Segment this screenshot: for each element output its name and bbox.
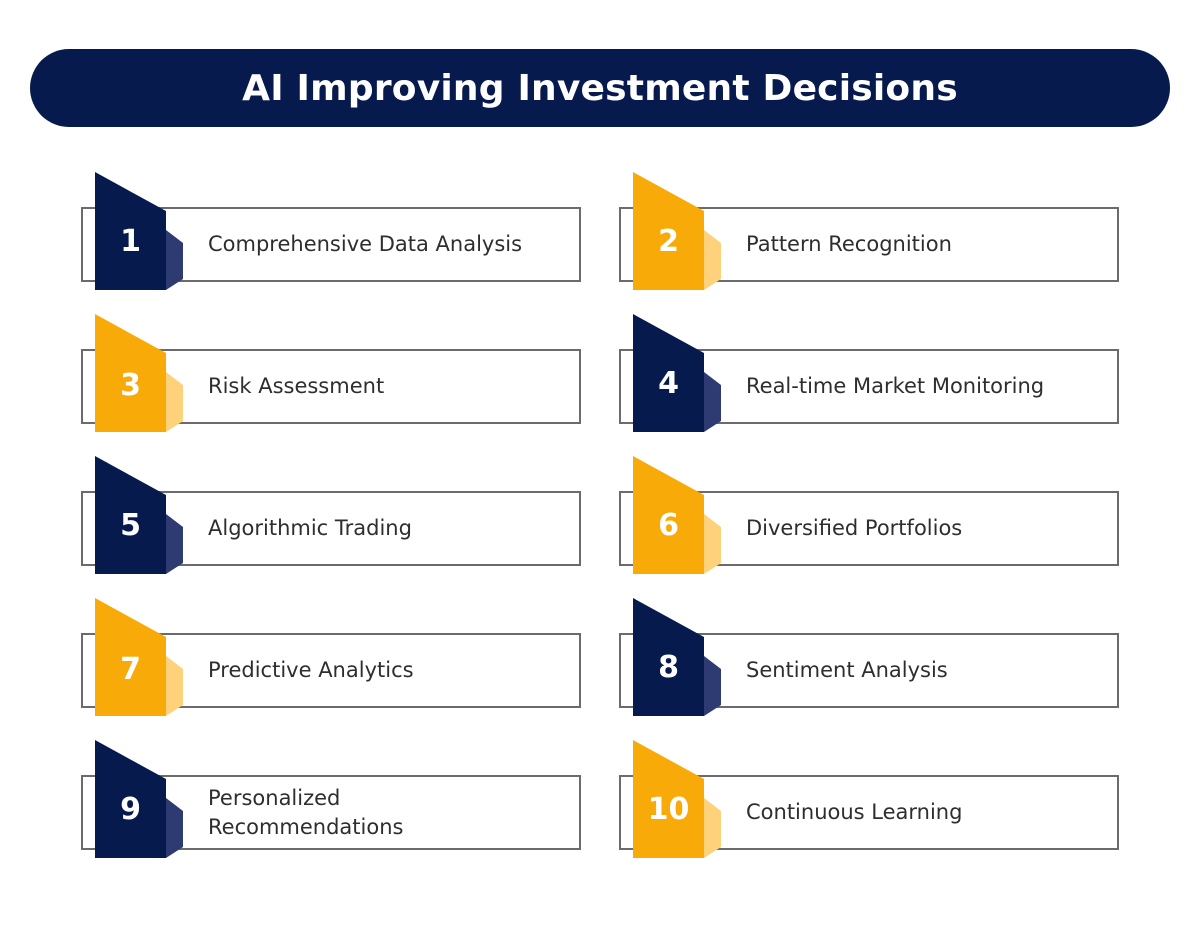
tab-fold	[704, 372, 721, 432]
item-number: 3	[120, 368, 141, 403]
tab-fold	[166, 230, 183, 290]
number-tab-shape	[633, 740, 721, 858]
number-tab-shape	[95, 172, 183, 290]
tab-body	[95, 456, 166, 574]
tab-body	[633, 314, 704, 432]
item-number: 9	[120, 792, 141, 827]
item-label: Continuous Learning	[746, 800, 963, 824]
item-number: 7	[120, 652, 141, 687]
tab-body	[95, 314, 166, 432]
item-number: 8	[658, 650, 679, 685]
item-card: 5 Algorithmic Trading	[81, 456, 581, 606]
item-label: Diversified Portfolios	[746, 516, 963, 540]
item-label: Algorithmic Trading	[208, 516, 412, 540]
number-tab-shape	[633, 314, 721, 432]
tab-fold	[166, 798, 183, 858]
item-label: Pattern Recognition	[746, 232, 952, 256]
tab-fold	[704, 656, 721, 716]
page-title: AI Improving Investment Decisions	[242, 67, 958, 109]
tab-body	[633, 740, 704, 858]
tab-body	[633, 456, 704, 574]
item-label: Personalized Recommendations	[208, 785, 404, 839]
item-number: 4	[658, 366, 679, 401]
number-tab-shape	[633, 598, 721, 716]
tab-fold	[166, 514, 183, 574]
number-tab-shape	[95, 456, 183, 574]
tab-fold	[704, 230, 721, 290]
item-card: 10 Continuous Learning	[619, 740, 1119, 890]
item-card: 4 Real-time Market Monitoring	[619, 314, 1119, 464]
number-tab-shape	[95, 598, 183, 716]
item-number: 10	[647, 792, 690, 827]
item-card: 7 Predictive Analytics	[81, 598, 581, 748]
item-number: 2	[658, 224, 679, 259]
item-label: Sentiment Analysis	[746, 658, 948, 682]
item-number: 6	[658, 508, 679, 543]
tab-fold	[166, 656, 183, 716]
number-tab-shape	[95, 740, 183, 858]
tab-body	[95, 740, 166, 858]
item-number: 5	[120, 508, 141, 543]
tab-body	[95, 598, 166, 716]
title-banner: AI Improving Investment Decisions	[30, 49, 1170, 127]
tab-fold	[704, 514, 721, 574]
item-card: 8 Sentiment Analysis	[619, 598, 1119, 748]
number-tab-shape	[633, 456, 721, 574]
item-card: 9 Personalized Recommendations	[81, 740, 581, 890]
tab-body	[95, 172, 166, 290]
item-card: 3 Risk Assessment	[81, 314, 581, 464]
tab-fold	[166, 372, 183, 432]
item-number: 1	[120, 224, 141, 259]
tab-fold	[704, 798, 721, 858]
item-label: Risk Assessment	[208, 374, 385, 398]
item-card: 1 Comprehensive Data Analysis	[81, 172, 581, 322]
item-label: Real-time Market Monitoring	[746, 374, 1045, 398]
number-tab-shape	[633, 172, 721, 290]
tab-body	[633, 598, 704, 716]
item-label: Predictive Analytics	[208, 658, 414, 682]
item-label: Comprehensive Data Analysis	[208, 232, 523, 256]
number-tab-shape	[95, 314, 183, 432]
item-card: 6 Diversified Portfolios	[619, 456, 1119, 606]
tab-body	[633, 172, 704, 290]
item-card: 2 Pattern Recognition	[619, 172, 1119, 322]
